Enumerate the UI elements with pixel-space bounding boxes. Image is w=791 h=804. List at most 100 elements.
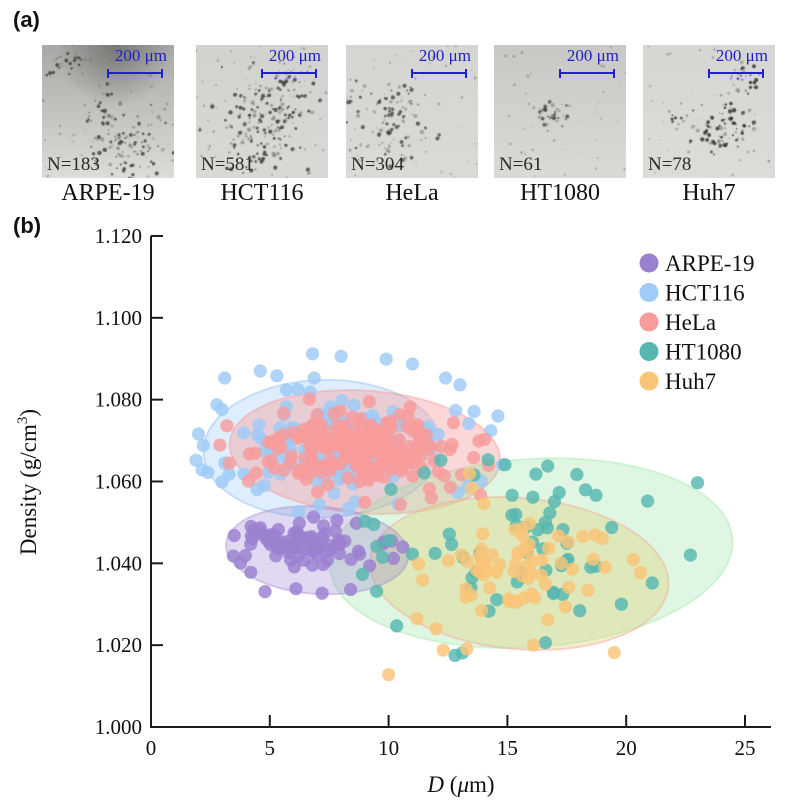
scatter-point-huh7 xyxy=(429,622,443,636)
micrograph-image-ht1080 xyxy=(494,45,626,178)
scatter-point-ht1080 xyxy=(375,550,390,564)
scatter-point-hela xyxy=(277,428,291,442)
scatter-point-huh7 xyxy=(541,613,555,627)
scatter-point-huh7 xyxy=(462,467,476,481)
scatter-point-ht1080 xyxy=(382,533,396,547)
scatter-point-huh7 xyxy=(558,600,573,614)
scatter-point-huh7 xyxy=(586,552,600,566)
scatter-point-hela xyxy=(380,428,394,442)
scatter-point-hct116 xyxy=(405,357,419,371)
scatter-point-arpe-19 xyxy=(386,551,400,565)
scatter-point-hela xyxy=(431,465,445,479)
scatter-point-ht1080 xyxy=(390,619,404,633)
cell-count-label: N=581 xyxy=(201,154,254,175)
scatter-point-ht1080 xyxy=(367,517,381,531)
scatter-point-huh7 xyxy=(588,528,602,542)
micrograph-hela: 200 μm N=304 xyxy=(346,45,478,178)
x-tick-label: 15 xyxy=(497,736,518,760)
scatter-point-hela xyxy=(249,466,263,480)
scatter-point-huh7 xyxy=(475,604,489,618)
scatter-point-hct116 xyxy=(252,418,266,432)
scatter-point-hct116 xyxy=(237,426,251,440)
micrograph-ht1080: 200 μm N=61 xyxy=(494,45,626,178)
scatter-point-hela xyxy=(358,495,372,509)
scatter-point-ht1080 xyxy=(683,548,698,562)
scatter-point-hct116 xyxy=(306,347,320,361)
scatter-point-ht1080 xyxy=(505,488,519,502)
scatter-point-huh7 xyxy=(515,522,529,536)
cell-count-label: N=304 xyxy=(351,154,404,175)
micrograph-arpe-19: 200 μm N=183 xyxy=(42,45,174,178)
scatter-point-huh7 xyxy=(534,568,548,582)
scatter-point-hct116 xyxy=(334,349,348,363)
scatter-point-hct116 xyxy=(222,467,236,481)
scatter-point-ht1080 xyxy=(547,494,562,509)
scatter-point-ht1080 xyxy=(538,636,553,650)
scatter-point-hela xyxy=(284,449,299,463)
scatter-point-arpe-19 xyxy=(258,585,272,599)
scatter-point-hela xyxy=(305,443,319,458)
scatter-point-hela xyxy=(394,464,408,478)
scatter-point-huh7 xyxy=(509,595,524,610)
micrograph-image-arpe-19 xyxy=(42,45,174,178)
scatter-point-huh7 xyxy=(542,541,556,555)
legend-label-huh7: Huh7 xyxy=(665,369,716,394)
scatter-point-hct116 xyxy=(431,427,445,442)
scatter-point-hela xyxy=(386,447,400,461)
scatter-point-hct116 xyxy=(270,369,284,383)
scatter-point-huh7 xyxy=(525,587,539,601)
scatter-point-hela xyxy=(406,469,420,483)
scatter-point-ht1080 xyxy=(442,527,456,541)
scatter-point-ht1080 xyxy=(573,604,587,618)
x-tick-label: 25 xyxy=(735,736,756,760)
cell-line-label-ht1080: HT1080 xyxy=(520,180,600,206)
scale-bar xyxy=(261,69,317,78)
cell-count-label: N=78 xyxy=(648,154,692,175)
x-tick-label: 10 xyxy=(378,736,399,760)
scatter-point-huh7 xyxy=(441,554,455,568)
scatter-point-ht1080 xyxy=(428,546,442,560)
scatter-point-hela xyxy=(446,416,461,430)
legend-swatch-huh7 xyxy=(639,371,659,391)
legend-label-arpe-19: ARPE-19 xyxy=(665,251,754,276)
y-tick-label: 1.000 xyxy=(95,715,142,739)
scatter-point-hct116 xyxy=(348,495,362,509)
scatter-point-hela xyxy=(403,400,417,414)
scatter-point-huh7 xyxy=(535,553,549,567)
scatter-point-hela xyxy=(383,417,397,431)
scatter-point-hct116 xyxy=(191,427,206,441)
scatter-point-hct116 xyxy=(439,371,453,385)
micrograph-huh7: 200 μm N=78 xyxy=(643,45,775,178)
scatter-point-hela xyxy=(422,482,436,496)
scatter-point-huh7 xyxy=(477,497,491,511)
scatter-point-ht1080 xyxy=(355,567,370,581)
scatter-point-hct116 xyxy=(312,498,326,512)
y-tick-label: 1.080 xyxy=(95,388,142,412)
scale-bar-text: 200 μm xyxy=(114,46,167,65)
scale-bar-text: 200 μm xyxy=(418,46,471,65)
scale-bar xyxy=(708,69,764,78)
x-tick-label: 5 xyxy=(265,736,276,760)
scatter-point-hct116 xyxy=(253,364,267,378)
scatter-point-ht1080 xyxy=(370,584,384,598)
scatter-point-hct116 xyxy=(335,393,349,407)
scatter-point-ht1080 xyxy=(405,547,419,561)
scatter-point-hela xyxy=(261,435,275,449)
x-axis-title: D (μm) xyxy=(426,772,494,797)
scatter-point-arpe-19 xyxy=(305,558,319,572)
legend-swatch-arpe-19 xyxy=(639,253,659,273)
scatter-point-huh7 xyxy=(526,638,541,652)
scatter-point-arpe-19 xyxy=(299,542,314,556)
scatter-point-huh7 xyxy=(483,581,497,595)
scatter-point-hela xyxy=(267,461,281,475)
cell-count-label: N=183 xyxy=(47,154,100,175)
scatter-point-huh7 xyxy=(561,535,575,549)
scatter-point-huh7 xyxy=(460,642,474,656)
scatter-point-huh7 xyxy=(626,553,640,567)
scatter-point-hct116 xyxy=(491,409,505,423)
scatter-point-arpe-19 xyxy=(227,528,241,543)
scatter-point-hela xyxy=(375,456,389,470)
scatter-point-hela xyxy=(345,410,359,424)
scatter-point-hct116 xyxy=(218,371,232,385)
